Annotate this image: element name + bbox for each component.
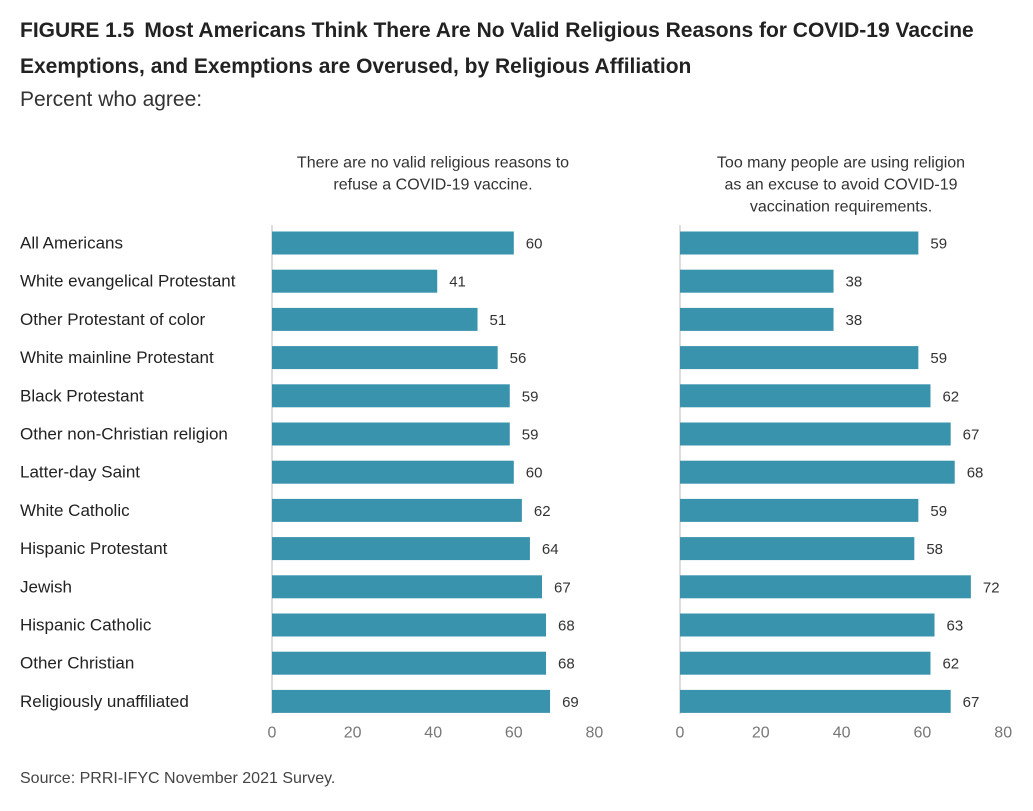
value-label: 68 xyxy=(967,465,984,482)
value-label: 67 xyxy=(963,427,980,444)
value-label: 63 xyxy=(947,618,964,635)
category-label: White Catholic xyxy=(20,501,130,520)
category-label: Hispanic Protestant xyxy=(20,539,168,558)
bar xyxy=(680,537,915,561)
bar xyxy=(680,651,931,675)
category-label: Religiously unaffiliated xyxy=(20,692,189,711)
bar xyxy=(272,613,547,637)
category-label: Other Christian xyxy=(20,654,134,673)
value-label: 62 xyxy=(942,388,959,405)
value-label: 67 xyxy=(963,694,980,711)
category-label: Other non-Christian religion xyxy=(20,425,228,444)
value-label: 68 xyxy=(558,656,575,673)
bar xyxy=(680,307,834,331)
tick-label: 60 xyxy=(505,725,523,742)
value-label: 67 xyxy=(554,579,571,596)
tick-label: 40 xyxy=(833,725,851,742)
bar xyxy=(272,231,514,255)
figure-subtitle: Percent who agree: xyxy=(20,88,203,111)
category-label: Jewish xyxy=(20,577,72,596)
tick-label: 80 xyxy=(994,725,1012,742)
bar xyxy=(680,613,935,637)
bar xyxy=(272,384,510,408)
bar xyxy=(272,307,478,331)
chart-panel-2: Too many people are using religion as an … xyxy=(676,155,1013,742)
bar xyxy=(272,498,522,522)
tick-label: 80 xyxy=(586,725,604,742)
value-label: 56 xyxy=(510,350,527,367)
value-label: 38 xyxy=(846,274,863,291)
value-label: 62 xyxy=(534,503,551,520)
tick-label: 20 xyxy=(344,725,362,742)
value-label: 58 xyxy=(926,541,943,558)
value-label: 69 xyxy=(562,694,579,711)
bar xyxy=(272,460,514,484)
tick-label: 0 xyxy=(268,725,277,742)
bar xyxy=(680,498,919,522)
category-label: White evangelical Protestant xyxy=(20,272,236,291)
bar xyxy=(272,575,543,599)
value-label: 60 xyxy=(526,465,543,482)
bar xyxy=(272,422,510,446)
bar xyxy=(680,346,919,370)
value-label: 64 xyxy=(542,541,559,558)
bar xyxy=(272,269,438,293)
figure-label: FIGURE 1.5 xyxy=(20,19,135,42)
bar xyxy=(680,384,931,408)
value-label: 59 xyxy=(930,503,947,520)
category-label: Latter-day Saint xyxy=(20,463,140,482)
source-note: Source: PRRI-IFYC November 2021 Survey. xyxy=(20,770,336,787)
category-label: Black Protestant xyxy=(20,386,144,405)
value-label: 59 xyxy=(522,427,539,444)
value-label: 41 xyxy=(449,274,466,291)
tick-label: 0 xyxy=(676,725,685,742)
bar xyxy=(272,651,547,675)
bar xyxy=(680,460,955,484)
panel-title-line: vaccination requirements. xyxy=(750,199,932,216)
category-label: All Americans xyxy=(20,234,123,253)
value-label: 59 xyxy=(930,236,947,253)
panel-title-line: There are no valid religious reasons to xyxy=(297,155,569,172)
value-label: 38 xyxy=(846,312,863,329)
bar xyxy=(680,689,951,713)
category-label: Other Protestant of color xyxy=(20,310,206,329)
category-label: Hispanic Catholic xyxy=(20,616,152,635)
bar xyxy=(272,689,551,713)
figure-title-text: Most Americans Think There Are No Valid … xyxy=(20,19,974,78)
bar xyxy=(680,575,971,599)
bar xyxy=(680,269,834,293)
bar xyxy=(272,537,530,561)
value-label: 60 xyxy=(526,236,543,253)
tick-label: 60 xyxy=(914,725,932,742)
panel-title-line: as an excuse to avoid COVID-19 xyxy=(724,177,957,194)
bar xyxy=(272,346,498,370)
panel-title-line: Too many people are using religion xyxy=(717,155,965,172)
figure-title: FIGURE 1.5 Most Americans Think There Are… xyxy=(20,13,1020,85)
chart-panel-1: There are no valid religious reasons to r… xyxy=(268,155,604,742)
bar xyxy=(680,231,919,255)
panel-title-line: refuse a COVID-19 vaccine. xyxy=(333,177,532,194)
tick-label: 40 xyxy=(424,725,442,742)
value-label: 59 xyxy=(930,350,947,367)
value-label: 68 xyxy=(558,618,575,635)
category-label: White mainline Protestant xyxy=(20,348,214,367)
value-label: 72 xyxy=(983,579,1000,596)
value-label: 62 xyxy=(942,656,959,673)
tick-label: 20 xyxy=(752,725,770,742)
value-label: 59 xyxy=(522,388,539,405)
value-label: 51 xyxy=(490,312,507,329)
bar xyxy=(680,422,951,446)
